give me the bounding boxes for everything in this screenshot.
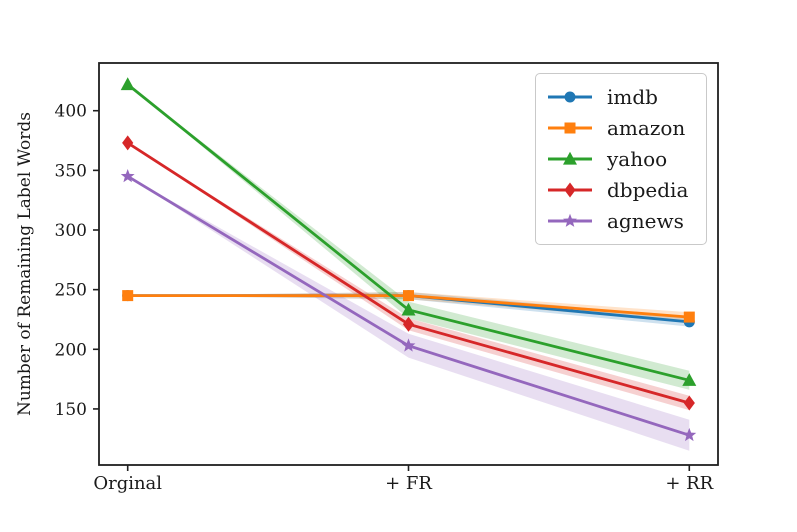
- series-agnews: [120, 169, 697, 442]
- triangle-legend-icon: [548, 151, 592, 165]
- y-axis-label: Number of Remaining Label Words: [15, 112, 35, 416]
- marker-dbpedia: [122, 135, 134, 151]
- marker-yahoo: [401, 302, 416, 316]
- diamond-legend-icon: [548, 182, 592, 198]
- legend-label: imdb: [607, 85, 658, 109]
- chart-legend: imdb amazon yahoo dbpedia agnews: [535, 73, 707, 245]
- legend-marker-amazon: [564, 122, 576, 134]
- legend-item-dbpedia: dbpedia: [546, 180, 700, 200]
- marker-agnews: [682, 427, 697, 442]
- circle-legend-icon: [548, 91, 592, 103]
- marker-dbpedia: [683, 395, 695, 411]
- legend-marker-yahoo: [563, 151, 577, 165]
- y-tick-label: 400: [55, 102, 87, 122]
- legend-item-agnews: agnews: [546, 211, 700, 231]
- series-amazon: [122, 290, 695, 323]
- y-tick-label: 350: [55, 161, 87, 181]
- marker-amazon: [122, 290, 134, 302]
- marker-amazon: [403, 290, 414, 302]
- legend-label: amazon: [607, 116, 686, 140]
- star-legend-icon: [548, 213, 592, 227]
- legend-label: dbpedia: [607, 178, 689, 202]
- legend-item-yahoo: yahoo: [546, 149, 700, 169]
- x-tick-label: Orginal: [93, 473, 162, 494]
- y-tick-label: 150: [55, 400, 87, 420]
- y-tick-label: 250: [55, 281, 87, 301]
- band-yahoo: [127, 84, 690, 390]
- marker-agnews: [120, 169, 135, 183]
- legend-label: agnews: [607, 209, 684, 233]
- band-dbpedia: [127, 142, 690, 411]
- marker-amazon: [683, 311, 695, 323]
- marker-dbpedia: [402, 316, 415, 332]
- y-tick-label: 300: [55, 221, 87, 241]
- legend-label: yahoo: [607, 147, 668, 171]
- legend-item-imdb: imdb: [546, 87, 700, 107]
- series-yahoo: [120, 77, 697, 386]
- legend-marker-dbpedia: [564, 182, 576, 198]
- legend-marker-imdb: [564, 91, 576, 103]
- legend-marker-agnews: [563, 213, 577, 227]
- x-tick-label: + RR: [665, 473, 713, 494]
- marker-agnews: [401, 338, 416, 352]
- square-legend-icon: [548, 122, 592, 134]
- marker-yahoo: [120, 77, 135, 91]
- x-tick-label: + FR: [385, 473, 432, 494]
- legend-item-amazon: amazon: [546, 118, 700, 138]
- series-dbpedia: [122, 135, 695, 411]
- y-tick-label: 200: [55, 340, 87, 360]
- marker-yahoo: [682, 373, 697, 386]
- band-agnews: [127, 176, 690, 451]
